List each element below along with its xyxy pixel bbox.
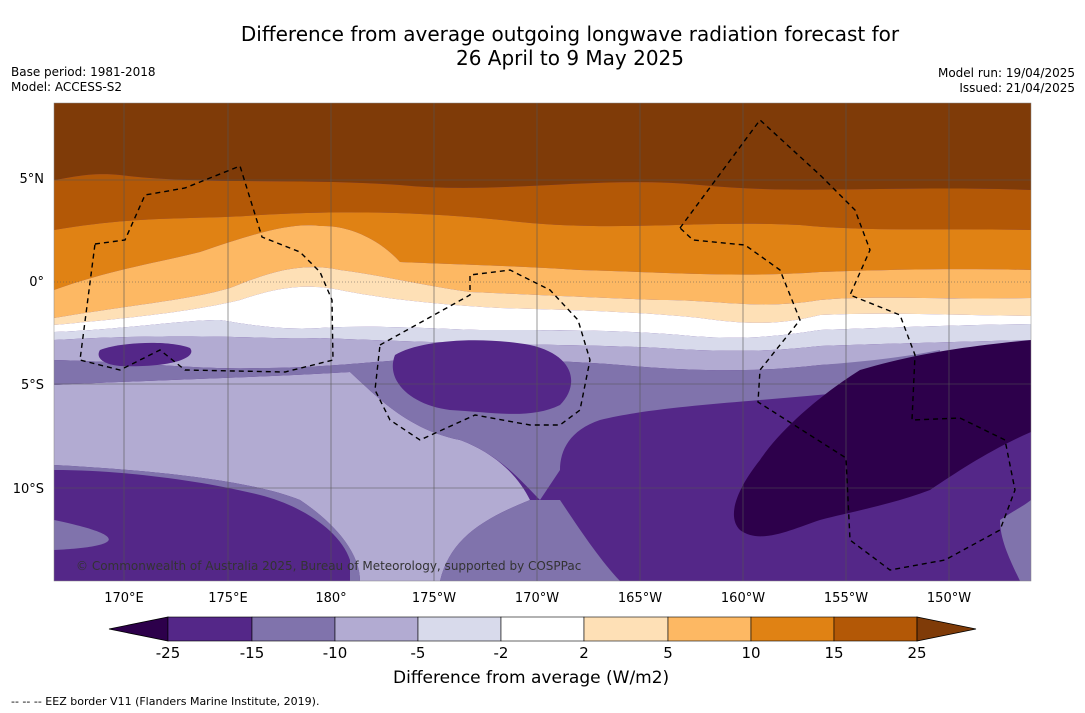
band-2 bbox=[54, 267, 1031, 325]
blob-minus15-central bbox=[392, 340, 572, 414]
colorbar-title: Difference from average (W/m2) bbox=[393, 668, 670, 688]
colorbar-segment bbox=[251, 616, 336, 642]
model-run: Model run: 19/04/2025 bbox=[937, 66, 1075, 80]
blob-minus15-west bbox=[98, 342, 192, 367]
colorbar-extend-high bbox=[916, 616, 977, 642]
colorbar-tick: -10 bbox=[323, 644, 348, 662]
lon-label: 160°W bbox=[721, 591, 765, 606]
colorbar-segment bbox=[750, 616, 835, 642]
metadata-right: Model run: 19/04/2025 Issued: 21/04/2025 bbox=[938, 66, 1075, 96]
colorbar-tick: -25 bbox=[156, 644, 181, 662]
colorbar-segment bbox=[417, 616, 502, 642]
eez-footnote: -- -- -- EEZ border V11 (Flanders Marine… bbox=[11, 695, 320, 708]
lon-label: 165°W bbox=[618, 591, 662, 606]
band-5 bbox=[54, 225, 1031, 318]
anomaly-field bbox=[54, 103, 1031, 581]
band-neutral bbox=[54, 286, 1031, 338]
colorbar-tick: 15 bbox=[824, 644, 843, 662]
base-period: Base period: 1981-2018 bbox=[11, 65, 156, 79]
band-minus10-se bbox=[1000, 500, 1031, 581]
blob-minus25-east bbox=[733, 340, 1031, 537]
metadata-left: Base period: 1981-2018 Model: ACCESS-S2 bbox=[11, 65, 156, 95]
colorbar-ticks: -25 -15 -10 -5 -2 2 5 10 15 25 bbox=[156, 644, 927, 662]
colorbar-tick: 2 bbox=[579, 644, 589, 662]
eez-borders bbox=[79, 118, 1016, 571]
colorbar-segment bbox=[500, 616, 585, 642]
lat-label: 0° bbox=[29, 275, 44, 290]
band-10 bbox=[54, 212, 1031, 290]
colorbar-tick: -2 bbox=[494, 644, 509, 662]
band-minus5-south bbox=[54, 372, 530, 581]
lon-label: 175°E bbox=[208, 591, 248, 606]
band-minus15-sw bbox=[54, 470, 350, 581]
colorbar-tick: 5 bbox=[663, 644, 673, 662]
colorbar-tick: 25 bbox=[907, 644, 926, 662]
lon-labels: 170°E 175°E 180° 175°W 170°W 165°W 160°W… bbox=[104, 591, 971, 606]
title-line-1: Difference from average outgoing longwav… bbox=[240, 22, 900, 46]
lat-labels: 5°N 0° 5°S 10°S bbox=[13, 172, 44, 497]
copyright-text: © Commonwealth of Australia 2025, Bureau… bbox=[76, 559, 581, 573]
title-line-2: 26 April to 9 May 2025 bbox=[456, 46, 684, 70]
map-title: Difference from average outgoing longwav… bbox=[0, 22, 1085, 70]
lon-label: 150°W bbox=[927, 591, 971, 606]
colorbar-extend-low bbox=[108, 616, 169, 642]
lon-label: 175°W bbox=[412, 591, 456, 606]
colorbar-segment bbox=[167, 616, 253, 642]
colorbar-tick: -15 bbox=[240, 644, 265, 662]
model-name: Model: ACCESS-S2 bbox=[11, 80, 123, 94]
lon-label: 170°W bbox=[515, 591, 559, 606]
colorbar-segment bbox=[334, 616, 419, 642]
lon-label: 180° bbox=[315, 591, 346, 606]
colorbar-segment bbox=[583, 616, 669, 642]
lon-label: 155°W bbox=[824, 591, 868, 606]
band-15 bbox=[54, 174, 1031, 230]
band-25 bbox=[54, 103, 1031, 190]
map-frame bbox=[53, 102, 1032, 582]
graticule bbox=[54, 103, 1031, 581]
issued-date: Issued: 21/04/2025 bbox=[959, 81, 1075, 95]
colorbar-segment bbox=[667, 616, 752, 642]
lat-label: 5°S bbox=[21, 378, 44, 393]
lat-label: 10°S bbox=[13, 482, 44, 497]
colorbar-segment bbox=[833, 616, 918, 642]
band-minus10-sc bbox=[440, 500, 620, 581]
lat-label: 5°N bbox=[20, 172, 45, 187]
band-minus2 bbox=[54, 320, 1031, 351]
band-minus10-south bbox=[54, 350, 940, 500]
lon-label: 170°E bbox=[104, 591, 144, 606]
colorbar bbox=[108, 616, 977, 642]
colorbar-tick: 10 bbox=[741, 644, 760, 662]
colorbar-tick: -5 bbox=[411, 644, 426, 662]
